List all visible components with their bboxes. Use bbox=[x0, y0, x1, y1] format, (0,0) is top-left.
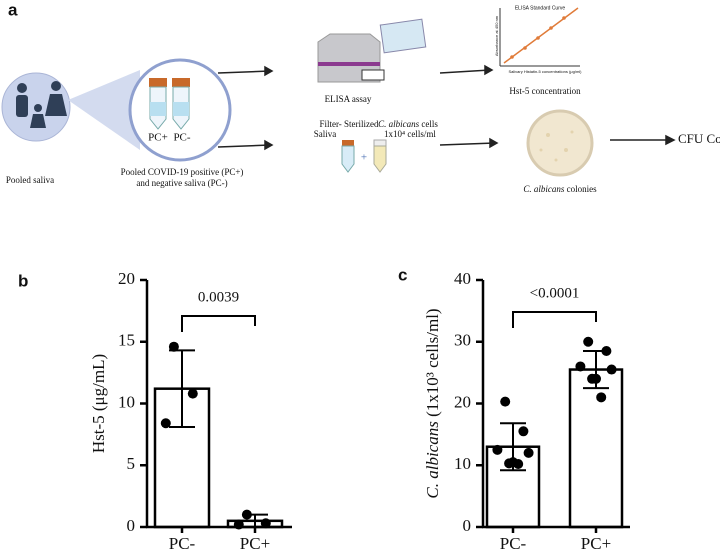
curve-title: ELISA Standard Curve bbox=[515, 5, 566, 11]
data-point bbox=[241, 509, 252, 520]
data-point bbox=[596, 392, 607, 403]
x-tick-label: PC+ bbox=[581, 534, 611, 553]
caption: 1x10⁴ cells/ml bbox=[384, 129, 436, 139]
y-axis-label-part: (1x10³ cells/ml) bbox=[423, 308, 442, 421]
panel-letter: c bbox=[398, 265, 407, 284]
significance-bracket bbox=[181, 315, 256, 332]
y-tick-label: 10 bbox=[118, 392, 135, 411]
x-tick-label: PC- bbox=[169, 534, 196, 553]
significance-bracket bbox=[512, 311, 597, 328]
tubes bbox=[149, 78, 190, 130]
curve-label: Absorbance at 450 nm bbox=[494, 15, 499, 56]
x-tick-label: PC+ bbox=[240, 534, 270, 553]
significance-label: <0.0001 bbox=[530, 285, 580, 301]
caption: and negative saliva (PC-) bbox=[136, 178, 227, 188]
y-tick-label: 0 bbox=[127, 516, 136, 535]
x-tick-label: PC- bbox=[500, 534, 527, 553]
connector bbox=[68, 70, 140, 150]
data-point bbox=[587, 373, 598, 384]
data-point bbox=[500, 396, 511, 407]
caption: Pooled COVID-19 positive (PC+) bbox=[121, 167, 244, 177]
diagram: PC+ PC- Pooled saliva Pooled COVID-19 po… bbox=[1, 5, 720, 194]
y-tick-label: 0 bbox=[463, 516, 472, 535]
caption: Pooled saliva bbox=[6, 175, 54, 185]
y-axis-label-part: Hst-5 (μg/mL) bbox=[89, 354, 108, 453]
tube-label: PC- bbox=[173, 132, 190, 144]
y-axis-label-part: C. albicans bbox=[423, 421, 442, 499]
caption: Hst-5 concentration bbox=[509, 86, 581, 96]
y-tick-label: 15 bbox=[118, 331, 135, 350]
caption: CFU Count bbox=[678, 131, 720, 146]
data-point bbox=[606, 364, 617, 375]
tube-label: PC+ bbox=[148, 132, 168, 144]
petri-dish bbox=[526, 109, 594, 177]
data-point bbox=[187, 388, 198, 399]
data-point bbox=[523, 447, 534, 458]
plus: + bbox=[361, 152, 367, 164]
data-point bbox=[160, 418, 171, 429]
data-point bbox=[601, 346, 612, 357]
data-point bbox=[575, 361, 586, 372]
elisa-reader bbox=[317, 18, 427, 83]
y-tick-label: 5 bbox=[127, 454, 136, 473]
people-icon bbox=[16, 81, 67, 128]
caption: ELISA assay bbox=[325, 94, 372, 104]
y-axis-label: Hst-5 (μg/mL) bbox=[89, 354, 108, 453]
standard-curve bbox=[499, 7, 580, 67]
data-point bbox=[168, 341, 179, 352]
y-axis-label: C. albicans (1x10³ cells/ml) bbox=[423, 308, 442, 498]
panel-letter: a bbox=[8, 0, 18, 19]
data-point bbox=[504, 458, 515, 469]
charts: 0 5 10 15 20 PC- PC+ 0.0039 Hst-5 (μg/mL) 0 10 20 30… bbox=[89, 269, 630, 553]
significance-label: 0.0039 bbox=[198, 289, 239, 305]
caption: Saliva bbox=[314, 129, 337, 139]
caption: Filter- Sterilized bbox=[319, 119, 379, 129]
curve-label: Salivary Histatin-5 concentrations (μg/m… bbox=[509, 69, 583, 74]
caption: C. albicans colonies bbox=[523, 184, 597, 194]
y-tick-label: 40 bbox=[454, 269, 471, 288]
data-point bbox=[518, 426, 529, 437]
caption: C. albicans cells bbox=[378, 119, 438, 129]
y-tick-label: 10 bbox=[454, 454, 471, 473]
data-point bbox=[492, 444, 503, 455]
data-point bbox=[583, 336, 594, 347]
data-point bbox=[513, 459, 524, 470]
bar bbox=[568, 368, 624, 529]
sample-tubes bbox=[341, 139, 387, 173]
y-tick-label: 20 bbox=[454, 392, 471, 411]
panel-letter: b bbox=[18, 271, 28, 290]
y-tick-label: 20 bbox=[118, 269, 135, 288]
y-tick-label: 30 bbox=[454, 331, 471, 350]
arrows bbox=[217, 64, 676, 151]
